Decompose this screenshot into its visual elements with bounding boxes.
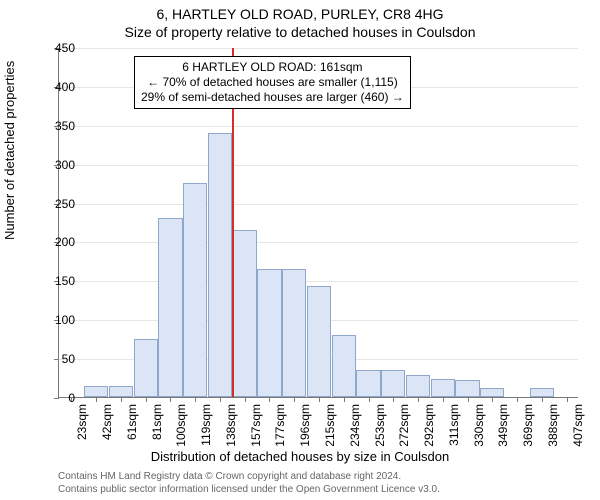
x-tick-label: 23sqm xyxy=(75,404,89,454)
footer-line-2: Contains public sector information licen… xyxy=(58,484,440,497)
x-tick xyxy=(269,397,270,402)
footer-line-1: Contains HM Land Registry data © Crown c… xyxy=(58,471,440,484)
chart-title-address: 6, HARTLEY OLD ROAD, PURLEY, CR8 4HG xyxy=(0,6,600,22)
plot-area: 23sqm42sqm61sqm81sqm100sqm119sqm138sqm15… xyxy=(58,48,578,398)
y-tick-label: 350 xyxy=(35,119,75,133)
histogram-bar xyxy=(480,388,504,397)
x-tick-label: 388sqm xyxy=(546,404,560,454)
x-tick xyxy=(369,397,370,402)
histogram-bar xyxy=(208,133,232,397)
x-tick-label: 407sqm xyxy=(571,404,585,454)
histogram-bar xyxy=(134,339,158,397)
x-tick xyxy=(96,397,97,402)
annotation-box: 6 HARTLEY OLD ROAD: 161sqm← 70% of detac… xyxy=(134,56,411,109)
histogram-bar xyxy=(158,218,182,397)
x-tick-label: 100sqm xyxy=(174,404,188,454)
x-tick xyxy=(319,397,320,402)
x-tick xyxy=(492,397,493,402)
x-tick-label: 234sqm xyxy=(348,404,362,454)
y-tick-label: 200 xyxy=(35,235,75,249)
annotation-line: ← 70% of detached houses are smaller (1,… xyxy=(141,75,404,90)
histogram-bar xyxy=(406,375,430,397)
x-tick xyxy=(393,397,394,402)
histogram-bar xyxy=(431,379,455,397)
y-tick-label: 100 xyxy=(35,313,75,327)
y-tick-label: 50 xyxy=(35,352,75,366)
x-tick-label: 177sqm xyxy=(273,404,287,454)
histogram-bar xyxy=(356,370,380,397)
y-tick-label: 0 xyxy=(35,391,75,405)
x-tick xyxy=(542,397,543,402)
x-tick xyxy=(121,397,122,402)
histogram-bar xyxy=(530,388,554,397)
x-tick xyxy=(567,397,568,402)
histogram-bar xyxy=(84,386,108,397)
chart-container: 6, HARTLEY OLD ROAD, PURLEY, CR8 4HG Siz… xyxy=(0,0,600,500)
y-tick-label: 450 xyxy=(35,41,75,55)
x-tick-label: 272sqm xyxy=(397,404,411,454)
x-tick xyxy=(294,397,295,402)
x-tick-label: 330sqm xyxy=(472,404,486,454)
x-tick-label: 157sqm xyxy=(249,404,263,454)
x-tick-label: 138sqm xyxy=(224,404,238,454)
histogram-bar xyxy=(332,335,356,397)
footer-attribution: Contains HM Land Registry data © Crown c… xyxy=(58,471,440,496)
annotation-line: 29% of semi-detached houses are larger (… xyxy=(141,90,404,105)
x-tick xyxy=(443,397,444,402)
x-axis-label: Distribution of detached houses by size … xyxy=(0,449,600,464)
x-tick xyxy=(418,397,419,402)
x-tick-label: 61sqm xyxy=(125,404,139,454)
x-tick-label: 349sqm xyxy=(496,404,510,454)
histogram-bar xyxy=(233,230,257,397)
x-tick xyxy=(170,397,171,402)
histogram-bar xyxy=(307,286,331,397)
x-tick xyxy=(195,397,196,402)
y-tick-label: 250 xyxy=(35,197,75,211)
y-axis-label: Number of detached properties xyxy=(2,61,17,240)
histogram-bar xyxy=(455,380,479,397)
x-tick-label: 215sqm xyxy=(323,404,337,454)
x-tick-label: 311sqm xyxy=(447,404,461,454)
x-tick xyxy=(344,397,345,402)
histogram-bar xyxy=(183,183,207,397)
histogram-bar xyxy=(282,269,306,397)
x-tick xyxy=(468,397,469,402)
x-tick-label: 253sqm xyxy=(373,404,387,454)
x-tick xyxy=(146,397,147,402)
x-tick-label: 119sqm xyxy=(199,404,213,454)
y-tick-label: 300 xyxy=(35,158,75,172)
annotation-line: 6 HARTLEY OLD ROAD: 161sqm xyxy=(141,60,404,75)
chart-title-desc: Size of property relative to detached ho… xyxy=(0,24,600,40)
y-tick-label: 150 xyxy=(35,274,75,288)
histogram-bar xyxy=(381,370,405,397)
x-tick-label: 292sqm xyxy=(422,404,436,454)
x-tick-label: 369sqm xyxy=(521,404,535,454)
x-tick-label: 42sqm xyxy=(100,404,114,454)
y-tick-label: 400 xyxy=(35,80,75,94)
x-tick xyxy=(517,397,518,402)
x-tick xyxy=(220,397,221,402)
x-tick xyxy=(245,397,246,402)
histogram-bar xyxy=(257,269,281,397)
x-tick-label: 81sqm xyxy=(150,404,164,454)
histogram-bar xyxy=(109,386,133,397)
x-tick-label: 196sqm xyxy=(298,404,312,454)
